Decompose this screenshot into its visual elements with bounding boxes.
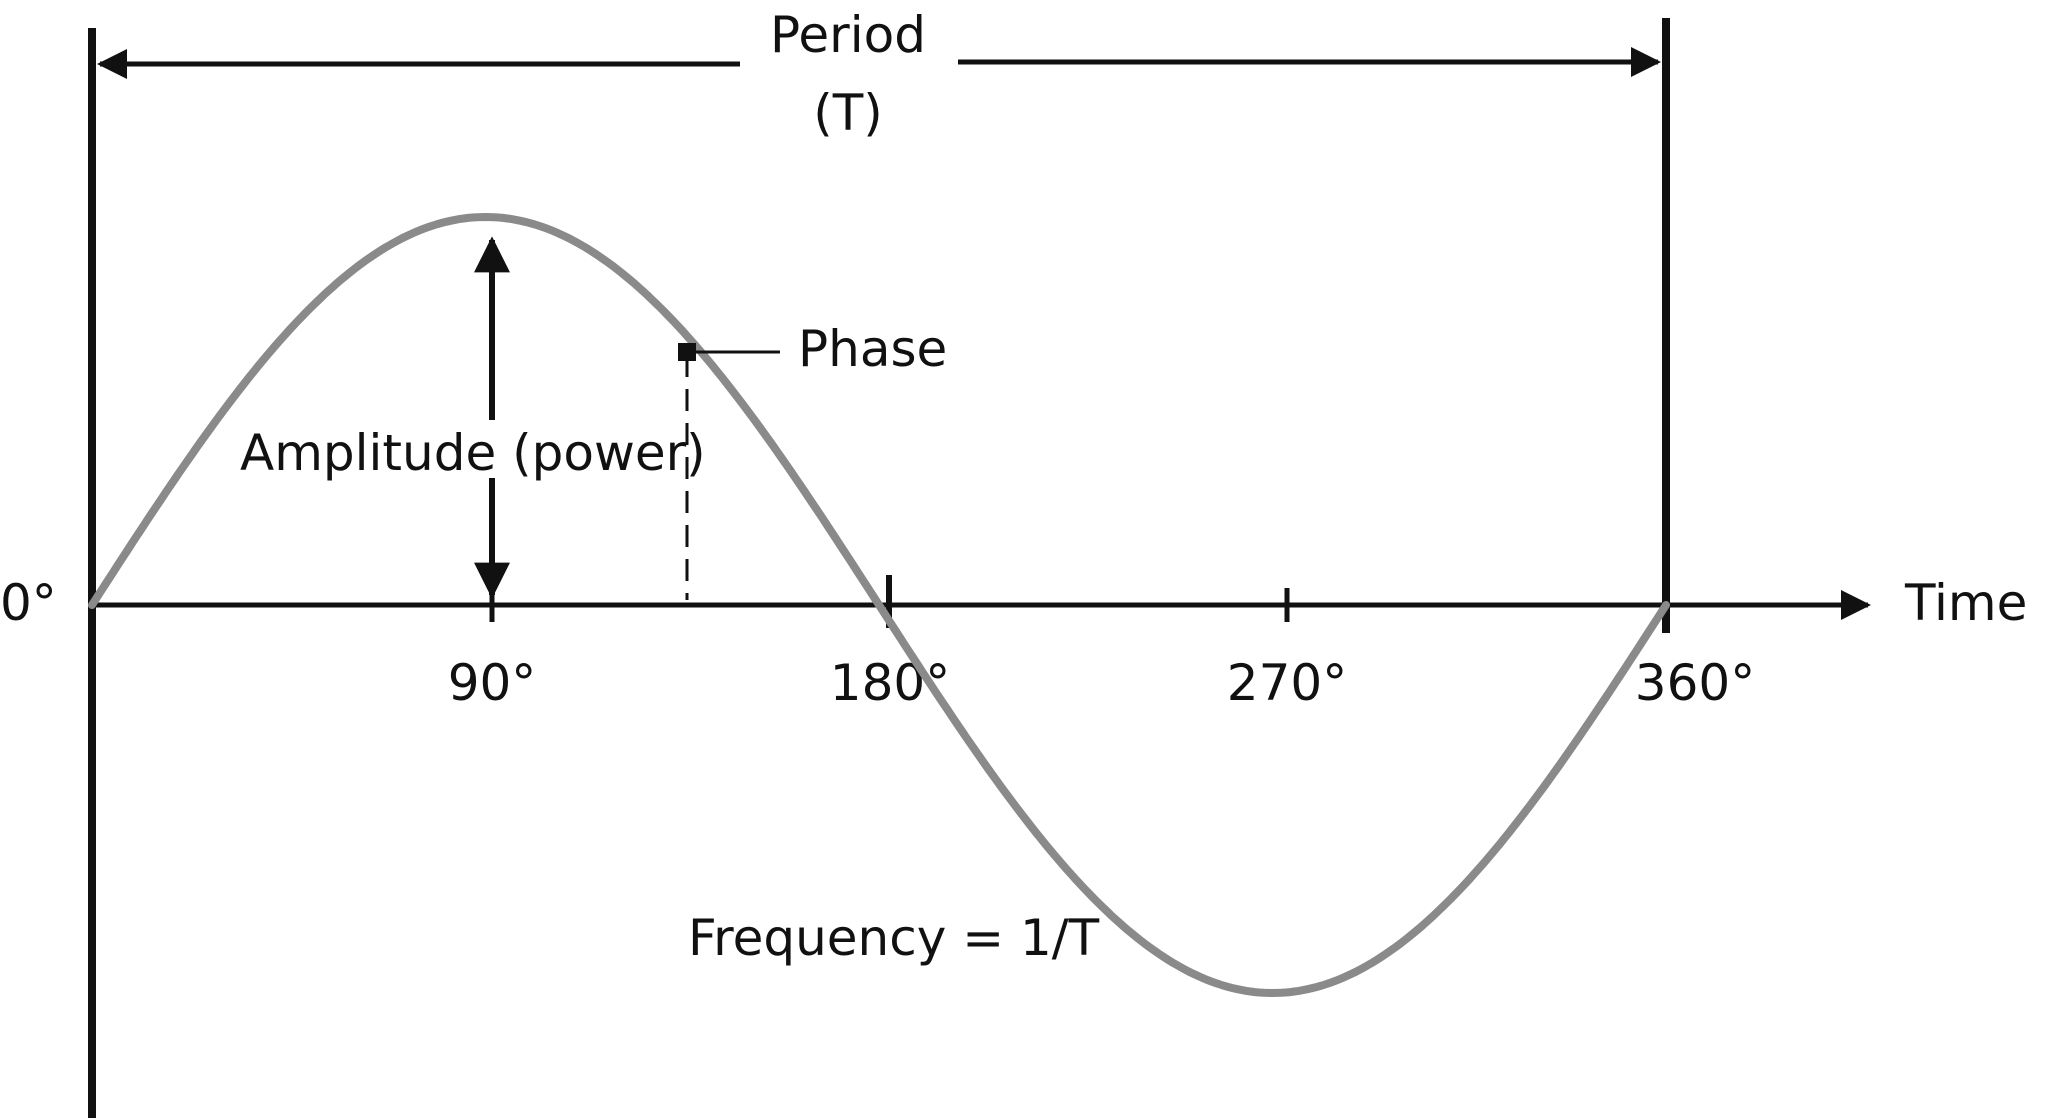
frequency-label: Frequency = 1/T	[688, 909, 1100, 967]
time-axis-label: Time	[1904, 574, 2027, 632]
angle-label-360: 360°	[1635, 654, 1755, 712]
period-t-label: (T)	[813, 84, 883, 142]
phase-point-marker	[678, 343, 696, 361]
angle-label-90: 90°	[448, 654, 537, 712]
sine-wave-curve	[88, 212, 1670, 998]
angle-label-0: 0°	[0, 574, 57, 632]
phase-label: Phase	[798, 320, 947, 378]
angle-label-270: 270°	[1227, 654, 1347, 712]
amplitude-label: Amplitude (power)	[240, 424, 706, 482]
period-label: Period	[770, 6, 926, 64]
